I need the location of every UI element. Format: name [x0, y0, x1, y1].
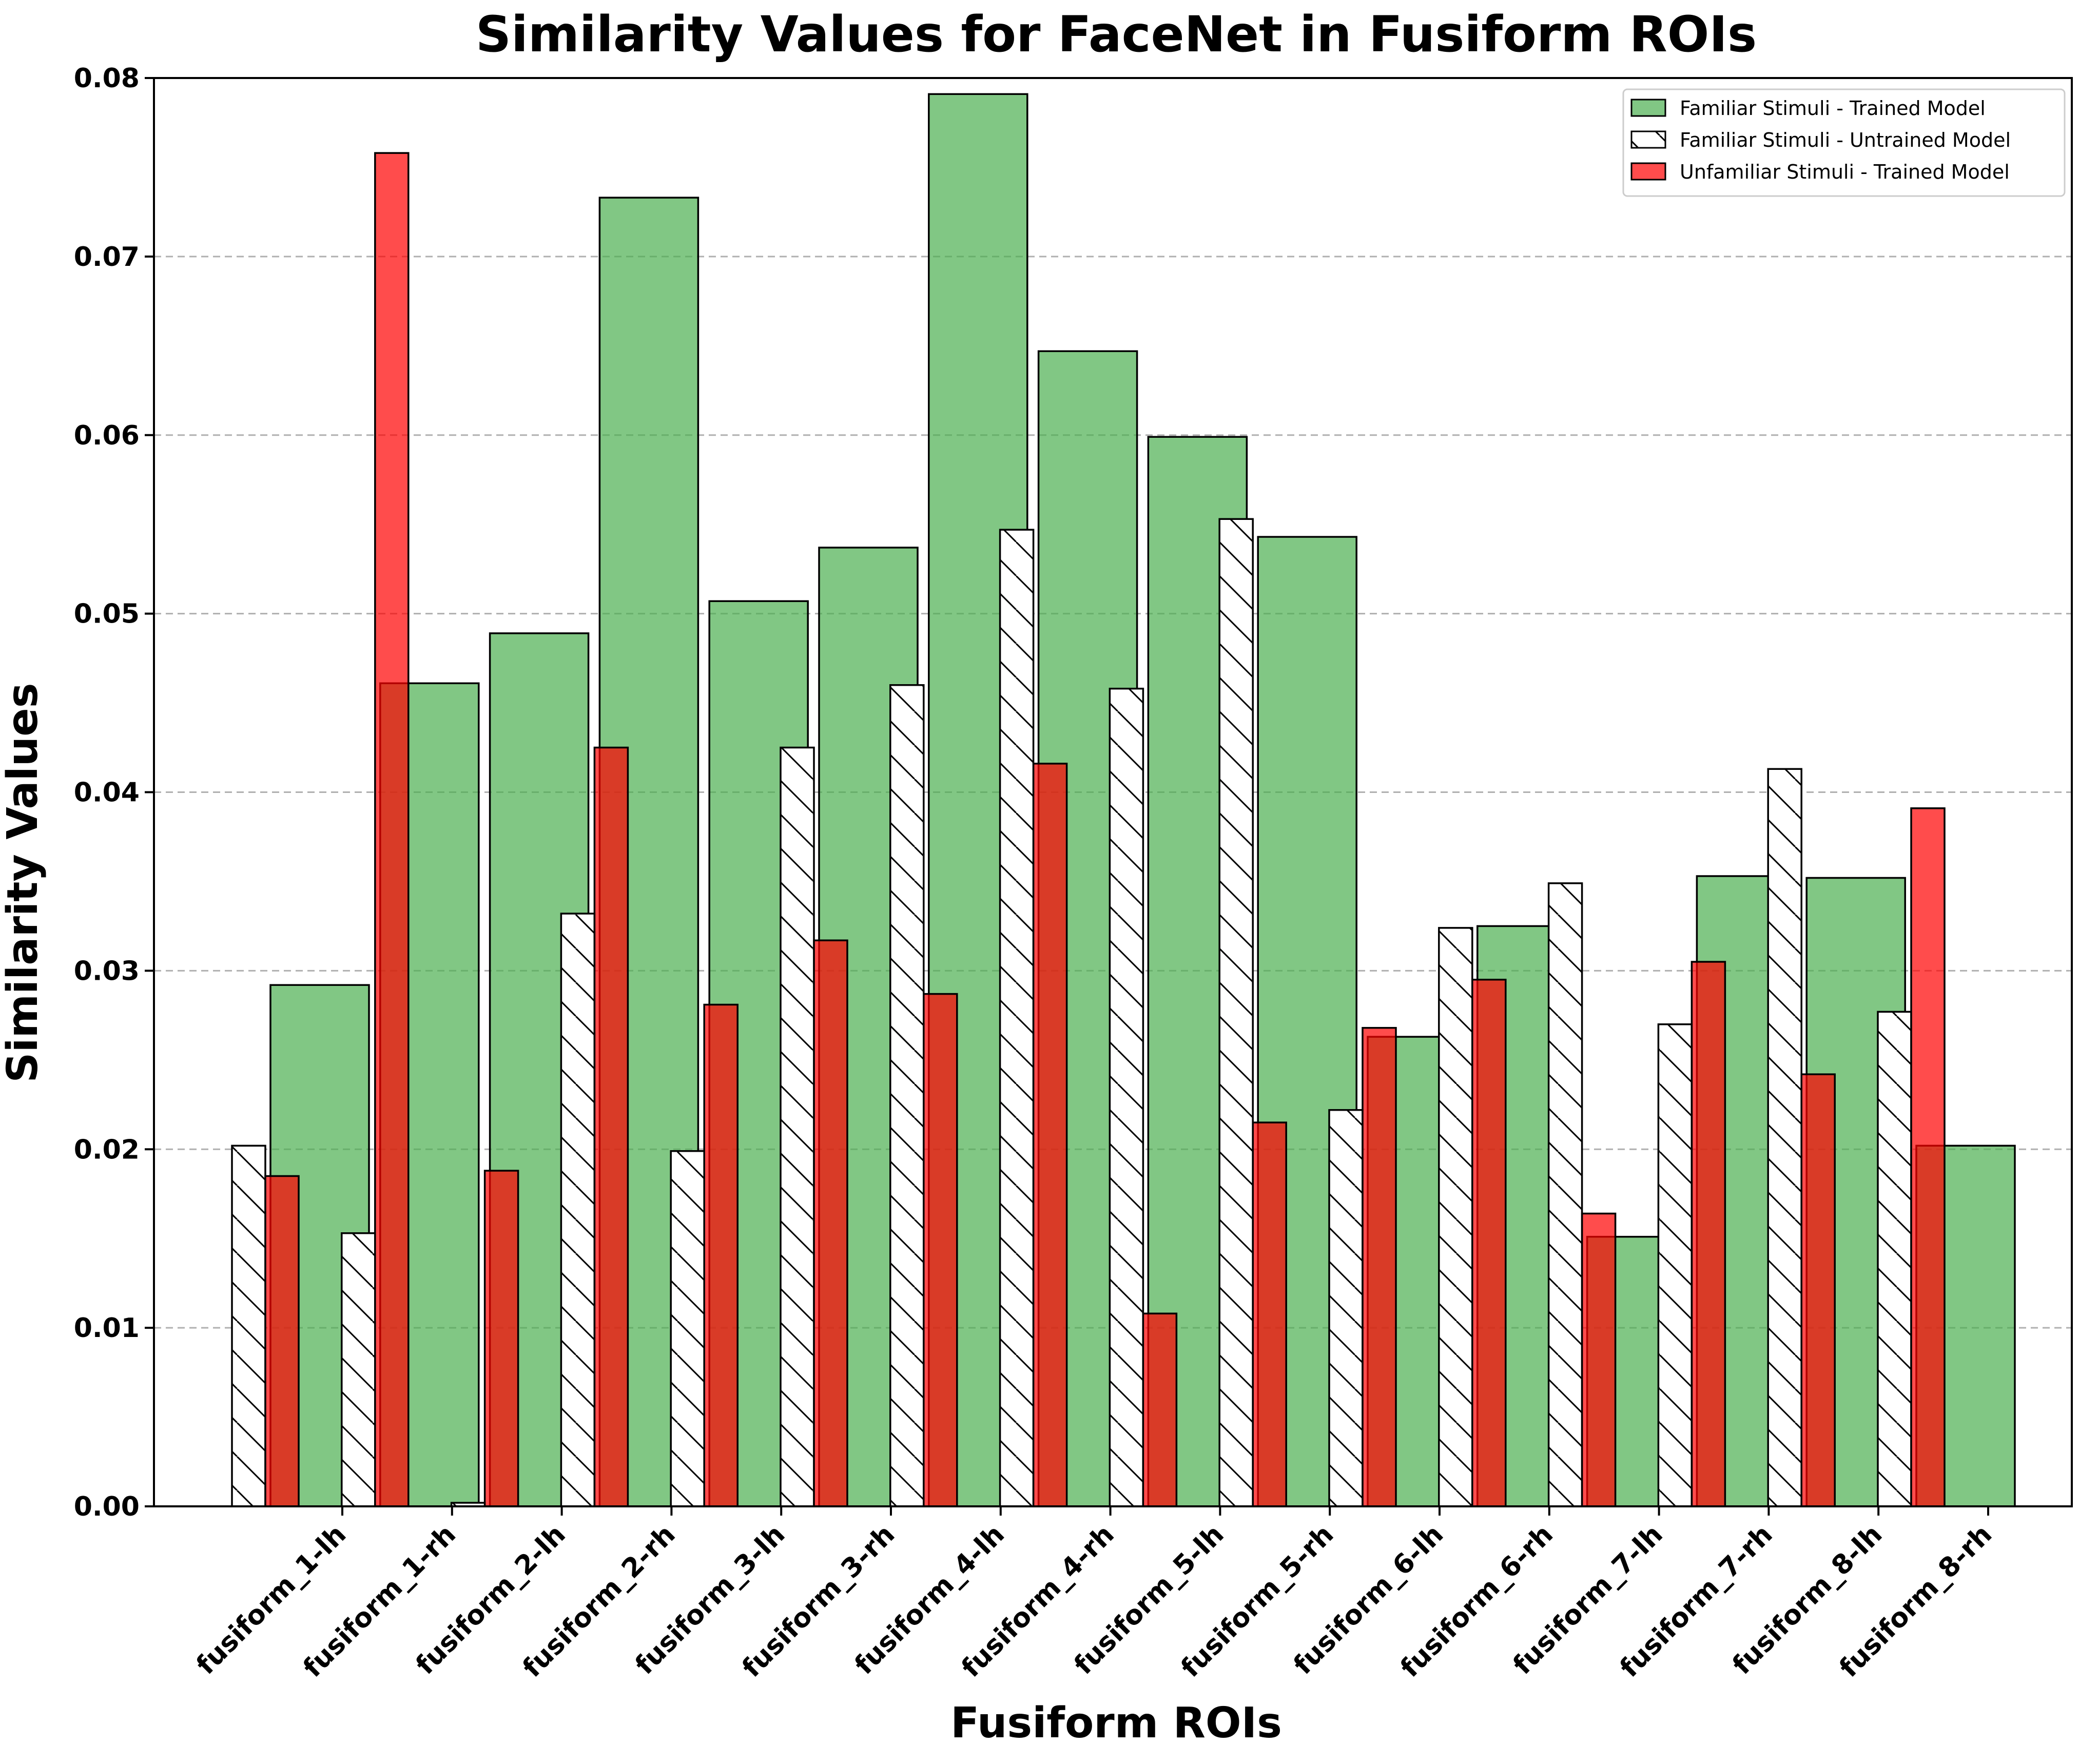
y-axis-label: Similarity Values — [0, 683, 47, 1082]
bar-familiar-untrained — [1657, 1023, 1693, 1507]
bar-familiar-untrained — [341, 1232, 376, 1507]
bar-unfamiliar-trained — [483, 1170, 519, 1507]
bar-unfamiliar-trained — [1581, 1212, 1617, 1507]
legend-swatch — [1630, 99, 1666, 117]
y-tick-label: 0.01 — [74, 1313, 140, 1344]
y-tick-label: 0.02 — [74, 1134, 140, 1165]
chart-title: Similarity Values for FaceNet in Fusifor… — [476, 6, 1757, 63]
bar-unfamiliar-trained — [703, 1003, 739, 1507]
bar-familiar-untrained — [670, 1150, 705, 1507]
legend-label: Unfamiliar Stimuli - Trained Model — [1680, 161, 2010, 183]
bar-unfamiliar-trained — [593, 746, 629, 1507]
x-axis-label: Fusiform ROIs — [950, 1699, 1282, 1748]
bar-familiar-untrained — [999, 529, 1035, 1507]
bar-unfamiliar-trained — [374, 152, 410, 1507]
bar-unfamiliar-trained — [1252, 1121, 1287, 1507]
bar-familiar-untrained — [1109, 687, 1144, 1507]
y-axis-ticks: 0.00 0.01 0.02 0.03 0.04 0.05 0.06 0.07 0.08 — [74, 63, 154, 1522]
bar-familiar-untrained — [1328, 1109, 1364, 1507]
bar-unfamiliar-trained — [813, 939, 848, 1507]
bar-unfamiliar-trained — [923, 993, 958, 1507]
y-tick-label: 0.00 — [74, 1491, 140, 1522]
legend-swatch — [1630, 162, 1666, 181]
bar-familiar-untrained — [1547, 882, 1583, 1507]
bar-familiar-untrained — [1877, 1011, 1912, 1507]
bar-unfamiliar-trained — [264, 1175, 300, 1507]
bar-unfamiliar-trained — [1471, 979, 1507, 1507]
bar-unfamiliar-trained — [1142, 1312, 1178, 1507]
bar-unfamiliar-trained — [1362, 1026, 1397, 1507]
bar-unfamiliar-trained — [1910, 807, 1946, 1507]
bar-unfamiliar-trained — [1691, 961, 1726, 1507]
bar-familiar-untrained — [1438, 927, 1473, 1507]
y-tick-label: 0.05 — [74, 599, 140, 630]
bar-unfamiliar-trained — [1032, 763, 1068, 1507]
legend-swatch — [1630, 130, 1666, 149]
y-tick-label: 0.06 — [74, 420, 140, 451]
y-tick-label: 0.03 — [74, 956, 140, 986]
legend: Familiar Stimuli - Trained Model Familiar… — [1622, 88, 2066, 197]
bar-familiar-untrained — [889, 684, 925, 1507]
bar-familiar-untrained — [231, 1145, 266, 1507]
bar-unfamiliar-trained — [1800, 1073, 1836, 1507]
legend-box — [1622, 88, 2066, 197]
legend-label: Familiar Stimuli - Trained Model — [1680, 97, 1986, 120]
bar-familiar-untrained — [1767, 768, 1802, 1507]
bar-familiar-untrained — [780, 746, 815, 1507]
y-tick-label: 0.08 — [74, 63, 140, 94]
legend-label: Familiar Stimuli - Untrained Model — [1680, 129, 2011, 151]
bars — [231, 93, 2016, 1507]
y-tick-label: 0.04 — [74, 778, 140, 808]
y-tick-label: 0.07 — [74, 242, 140, 273]
bar-familiar-untrained — [560, 913, 596, 1507]
bar-familiar-untrained — [1218, 518, 1254, 1507]
